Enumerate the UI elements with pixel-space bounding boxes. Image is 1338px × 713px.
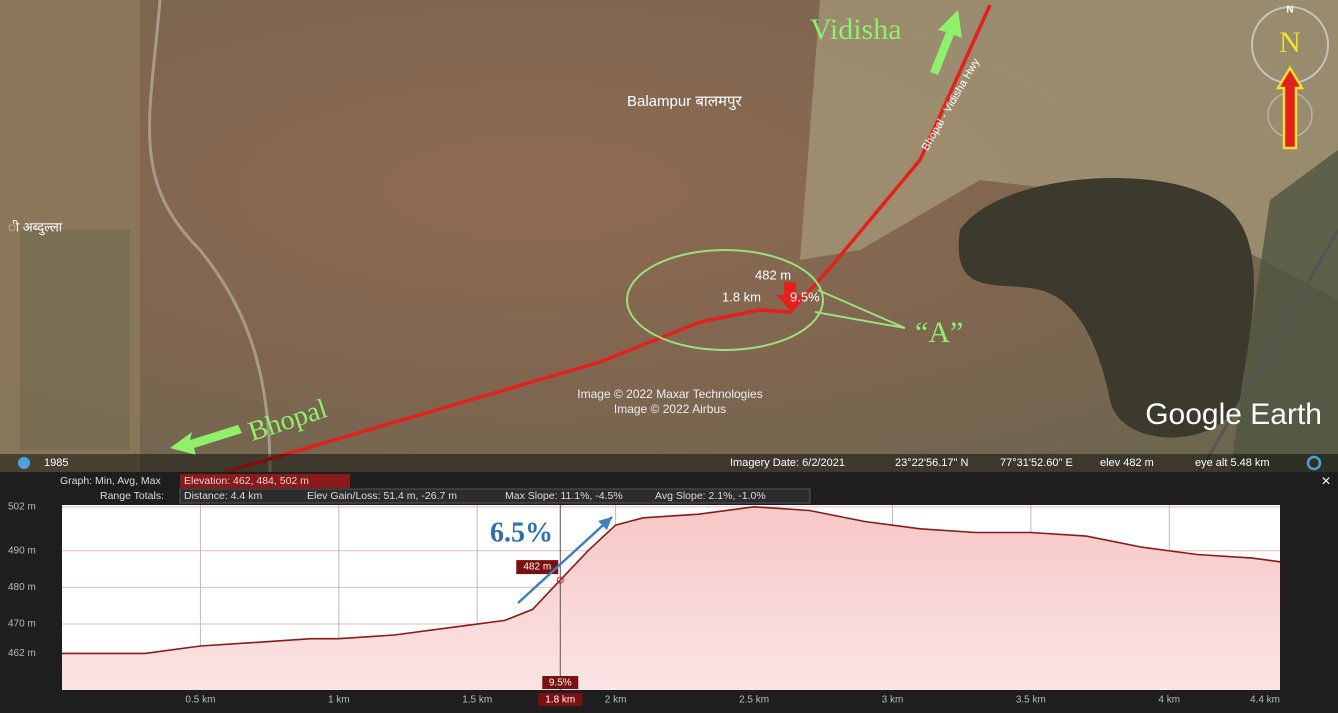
history-year[interactable]: 1985 [44,457,68,469]
x-tick-label: 3.5 km [1016,695,1046,706]
history-icon[interactable] [18,457,30,469]
elevation-label: 482 m [523,562,551,573]
distance-label: 1.8 km [545,695,575,706]
village-label: ी अब्दुल्ला [8,219,63,235]
x-tick-label: 2 km [605,695,627,706]
credit: Image © 2022 Maxar Technologies [577,387,762,401]
callout-label: “A” [915,316,963,349]
vidisha-label: Vidisha [810,13,902,46]
y-tick-label: 480 m [8,582,36,593]
point-slope: 9.5% [790,289,820,304]
longitude: 77°31'52.60" E [1000,457,1073,469]
compass-n: N [1279,26,1301,59]
y-tick-label: 502 m [8,501,36,512]
y-tick-label: 470 m [8,619,36,630]
x-tick-label: 4.4 km [1250,695,1280,706]
screen: N N Vidisha Balampur बालमपुर ी अब्दुल्ला… [0,0,1338,713]
imagery-date: Imagery Date: 6/2/2021 [730,457,845,469]
x-tick-label: 1.5 km [462,695,492,706]
point-dist: 1.8 km [722,289,761,304]
slope-annotation: 6.5% [490,517,553,548]
y-tick-label: 462 m [8,648,36,659]
elev-gain-loss: Elev Gain/Loss: 51.4 m, -26.7 m [307,490,457,502]
x-tick-label: 2.5 km [739,695,769,706]
page: N N Vidisha Balampur बालमपुर ी अब्दुल्ला… [0,0,1338,713]
village-label: Balampur बालमपुर [627,93,742,111]
elevation: elev 482 m [1100,457,1154,469]
elevation-profile: 462 m 470 m 480 m 490 m 502 m 0.5 km 1 km 1.5 k… [8,501,1280,706]
graph-label: Graph: Min, Avg, Max [60,475,162,487]
credit: Image © 2022 Airbus [614,402,726,416]
slope-label: 9.5% [549,678,572,689]
fields [20,230,130,450]
distance: Distance: 4.4 km [184,490,262,502]
latitude: 23°22'56.17" N [895,457,968,469]
eye-altitude: eye alt 5.48 km [1195,457,1270,469]
x-tick-label: 3 km [882,695,904,706]
brand: Google Earth [1145,398,1322,431]
point-elev: 482 m [755,267,791,282]
x-tick-label: 0.5 km [185,695,215,706]
x-tick-label: 4 km [1158,695,1180,706]
x-tick-label: 1 km [328,695,350,706]
range-totals: Range Totals: [100,490,164,502]
close-button[interactable]: × [1321,473,1330,490]
compass-small: N [1286,5,1293,16]
y-tick-label: 490 m [8,545,36,556]
avg-slope: Avg Slope: 2.1%, -1.0% [655,490,766,502]
max-slope: Max Slope: 11.1%, -4.5% [505,490,623,502]
elevation-stats: Elevation: 462, 484, 502 m [184,475,309,487]
